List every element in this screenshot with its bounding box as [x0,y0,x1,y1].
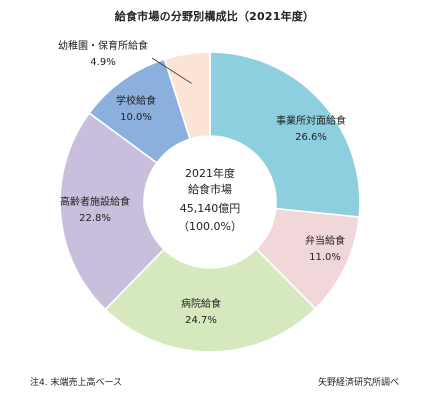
chart-footnote: 注4. 末端売上高ベース [30,378,122,388]
chart-source: 矢野経済研究所調べ [317,378,399,388]
center-text-line: （100.0%） [178,220,242,233]
slice-label: 高齢者施設給食 [60,195,130,208]
slice-3 [104,247,317,353]
slice-value-label: 22.8% [79,213,111,224]
slice-label: 病院給食 [181,297,221,310]
slice-value-label: 26.6% [295,132,327,143]
leader-line [151,57,192,84]
slice-label: 事業所対面給食 [276,114,346,127]
chart-title: 給食市場の分野別構成比（2021年度） [114,10,315,23]
center-text-line: 給食市場 [188,182,232,196]
slice-label: 学校給食 [116,94,156,107]
center-text-line: 2021年度 [185,166,235,180]
slice-label: 弁当給食 [305,234,345,247]
slice-value-label: 24.7% [185,315,217,326]
slice-1 [209,51,361,218]
slice-value-label: 10.0% [120,112,152,123]
slice-label: 幼稚園・保育所給食 [58,39,148,52]
slice-value-label: 11.0% [309,252,341,263]
center-text-line: 45,140億円 [180,202,241,215]
slice-4 [59,111,166,311]
slice-value-label: 4.9% [90,57,115,68]
